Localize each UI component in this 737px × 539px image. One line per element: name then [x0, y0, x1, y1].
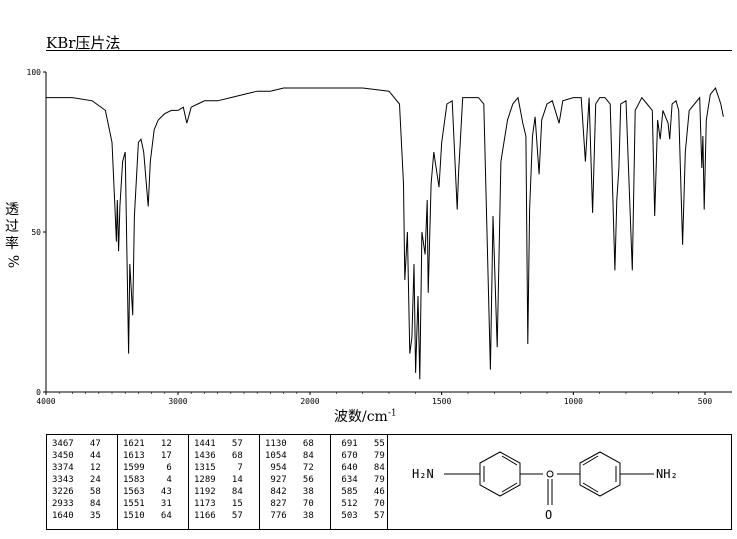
peak-row: 1640 35 [52, 511, 101, 521]
peak-column: 1621 12 1613 17 1599 6 1583 4 1563 43 1551 31… [118, 435, 189, 529]
amine-left: H₂N [412, 467, 434, 481]
peak-row: 927 56 [265, 475, 314, 485]
y-label-char: 过 [5, 219, 19, 235]
peak-row: 1289 14 [194, 475, 243, 485]
peak-row: 1583 4 [123, 475, 172, 485]
peak-row: 1315 7 [194, 463, 243, 473]
peak-row: 3450 44 [52, 451, 101, 461]
peak-column: 691 55 670 79 640 84 634 79 585 46 512 7… [331, 435, 387, 529]
y-label-char: 透 [5, 202, 19, 218]
spectrum-line [46, 86, 724, 380]
peak-row: 634 79 [336, 475, 385, 485]
peak-column: 3467 47 3450 44 3374 12 3343 24 3226 58 2933 … [47, 435, 118, 529]
carbonyl-oxygen: O [545, 508, 552, 522]
peak-row: 1551 31 [123, 499, 172, 509]
peak-row: 585 46 [336, 487, 385, 497]
x-label-sup: -1 [387, 408, 397, 419]
peak-row: 1130 68 [265, 439, 314, 449]
peak-row: 640 84 [336, 463, 385, 473]
y-tick-label: 0 [36, 388, 41, 397]
structure-drawing: H₂N NH₂ O [412, 451, 678, 522]
peak-row: 691 55 [336, 439, 385, 449]
peak-row: 2933 84 [52, 499, 101, 509]
peak-row: 1054 84 [265, 451, 314, 461]
y-tick-label: 50 [31, 228, 41, 237]
peak-row: 1436 68 [194, 451, 243, 461]
x-tick-label: 2000 [300, 397, 319, 406]
peak-row: 842 38 [265, 487, 314, 497]
peak-row: 3226 58 [52, 487, 101, 497]
method-underline [46, 50, 732, 51]
x-tick-label: 4000 [36, 397, 55, 406]
peak-row: 1621 12 [123, 439, 172, 449]
x-tick-label: 1500 [432, 397, 451, 406]
peak-row: 3467 47 [52, 439, 101, 449]
peak-row: 1441 57 [194, 439, 243, 449]
x-tick-label: 500 [698, 397, 713, 406]
peak-row: 1173 15 [194, 499, 243, 509]
peak-row: 1599 6 [123, 463, 172, 473]
peak-table: 3467 47 3450 44 3374 12 3343 24 3226 58 2933 … [46, 434, 388, 530]
x-axis-label: 波数/cm-1 [334, 406, 397, 426]
x-label-main: 波数/cm [334, 409, 388, 425]
peak-row: 670 79 [336, 451, 385, 461]
peak-row: 1166 57 [194, 511, 243, 521]
peak-row: 3343 24 [52, 475, 101, 485]
peak-row: 512 70 [336, 499, 385, 509]
peak-row: 776 38 [265, 511, 314, 521]
y-tick-label: 100 [27, 68, 42, 77]
amine-right: NH₂ [656, 467, 678, 481]
y-label-char: 率 [5, 236, 19, 252]
y-axis-label: 透 过 率 % [4, 202, 21, 270]
benzene-ring-left [479, 451, 521, 497]
benzene-ring-right [579, 451, 621, 497]
peak-row: 1563 43 [123, 487, 172, 497]
peak-row: 1192 84 [194, 487, 243, 497]
peak-column: 1130 68 1054 84 954 72 927 56 842 38 827 … [260, 435, 331, 529]
peak-row: 954 72 [265, 463, 314, 473]
peak-column: 1441 57 1436 68 1315 7 1289 14 1192 84 1173 1… [189, 435, 260, 529]
peak-row: 827 70 [265, 499, 314, 509]
method-label: KBr压片法 [46, 34, 121, 52]
peak-row: 1510 64 [123, 511, 172, 521]
x-tick-label: 3000 [168, 397, 187, 406]
x-tick-label: 1000 [564, 397, 583, 406]
chemical-structure: H₂N NH₂ O [388, 434, 732, 530]
peak-row: 1613 17 [123, 451, 172, 461]
peak-row: 3374 12 [52, 463, 101, 473]
peak-row: 503 57 [336, 511, 385, 521]
